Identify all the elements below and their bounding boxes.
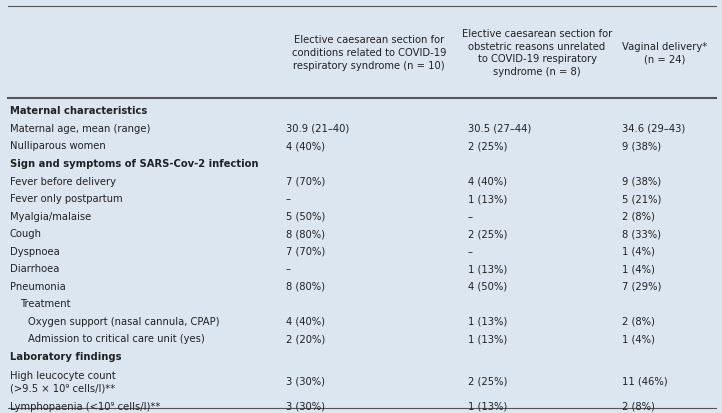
Text: 1 (13%): 1 (13%)	[468, 194, 508, 204]
Text: 7 (70%): 7 (70%)	[286, 177, 325, 187]
Text: 34.6 (29–43): 34.6 (29–43)	[622, 124, 685, 134]
Text: Treatment: Treatment	[20, 299, 71, 309]
Text: 2 (8%): 2 (8%)	[622, 212, 655, 222]
Text: 1 (4%): 1 (4%)	[622, 264, 655, 274]
Text: Myalgia/malaise: Myalgia/malaise	[10, 212, 91, 222]
Text: 4 (50%): 4 (50%)	[468, 282, 507, 292]
Text: Maternal age, mean (range): Maternal age, mean (range)	[10, 124, 150, 134]
Text: 2 (25%): 2 (25%)	[468, 141, 508, 151]
Text: 2 (25%): 2 (25%)	[468, 377, 508, 387]
Text: Elective caesarean section for
conditions related to COVID-19
respiratory syndro: Elective caesarean section for condition…	[292, 35, 446, 71]
Text: Diarrhoea: Diarrhoea	[10, 264, 59, 274]
Text: –: –	[468, 247, 473, 257]
Text: 3 (30%): 3 (30%)	[286, 377, 325, 387]
Text: 1 (13%): 1 (13%)	[468, 317, 508, 327]
Text: Nulliparous women: Nulliparous women	[10, 141, 105, 151]
Text: 2 (8%): 2 (8%)	[622, 402, 655, 412]
Text: –: –	[286, 194, 291, 204]
Text: Dyspnoea: Dyspnoea	[10, 247, 60, 257]
Text: 5 (21%): 5 (21%)	[622, 194, 661, 204]
Text: 30.5 (27–44): 30.5 (27–44)	[468, 124, 531, 134]
Text: 2 (20%): 2 (20%)	[286, 334, 325, 344]
Text: Vaginal delivery*
(n = 24): Vaginal delivery* (n = 24)	[622, 42, 708, 64]
Text: Lymphopaenia (<10⁹ cells/l)**: Lymphopaenia (<10⁹ cells/l)**	[10, 402, 160, 412]
Text: Elective caesarean section for
obstetric reasons unrelated
to COVID-19 respirato: Elective caesarean section for obstetric…	[462, 29, 612, 77]
Text: Sign and symptoms of SARS-Cov-2 infection: Sign and symptoms of SARS-Cov-2 infectio…	[10, 159, 258, 169]
Text: –: –	[286, 264, 291, 274]
Text: 5 (50%): 5 (50%)	[286, 212, 325, 222]
Text: 8 (80%): 8 (80%)	[286, 229, 325, 239]
Text: 4 (40%): 4 (40%)	[286, 317, 325, 327]
Text: 9 (38%): 9 (38%)	[622, 141, 661, 151]
Text: Maternal characteristics: Maternal characteristics	[10, 106, 147, 116]
Text: 1 (4%): 1 (4%)	[622, 334, 655, 344]
Text: –: –	[468, 212, 473, 222]
Text: 9 (38%): 9 (38%)	[622, 177, 661, 187]
Text: Fever only postpartum: Fever only postpartum	[10, 194, 123, 204]
Text: 2 (25%): 2 (25%)	[468, 229, 508, 239]
Text: 8 (33%): 8 (33%)	[622, 229, 661, 239]
Text: Fever before delivery: Fever before delivery	[10, 177, 116, 187]
Text: 1 (13%): 1 (13%)	[468, 334, 508, 344]
Text: 1 (13%): 1 (13%)	[468, 402, 508, 412]
Text: High leucocyte count
(>9.5 × 10⁹ cells/l)**: High leucocyte count (>9.5 × 10⁹ cells/l…	[10, 371, 116, 393]
Text: 4 (40%): 4 (40%)	[286, 141, 325, 151]
Text: 2 (8%): 2 (8%)	[622, 317, 655, 327]
Text: 3 (30%): 3 (30%)	[286, 402, 325, 412]
Text: 1 (4%): 1 (4%)	[622, 247, 655, 257]
Text: 7 (70%): 7 (70%)	[286, 247, 325, 257]
Text: Oxygen support (nasal cannula, CPAP): Oxygen support (nasal cannula, CPAP)	[28, 317, 219, 327]
Text: 1 (13%): 1 (13%)	[468, 264, 508, 274]
Text: Cough: Cough	[10, 229, 42, 239]
Text: 4 (40%): 4 (40%)	[468, 177, 507, 187]
Text: Pneumonia: Pneumonia	[10, 282, 66, 292]
Text: Laboratory findings: Laboratory findings	[10, 352, 121, 362]
Text: Admission to critical care unit (yes): Admission to critical care unit (yes)	[28, 334, 205, 344]
Text: 8 (80%): 8 (80%)	[286, 282, 325, 292]
Text: 30.9 (21–40): 30.9 (21–40)	[286, 124, 349, 134]
Text: 11 (46%): 11 (46%)	[622, 377, 668, 387]
Text: 7 (29%): 7 (29%)	[622, 282, 661, 292]
